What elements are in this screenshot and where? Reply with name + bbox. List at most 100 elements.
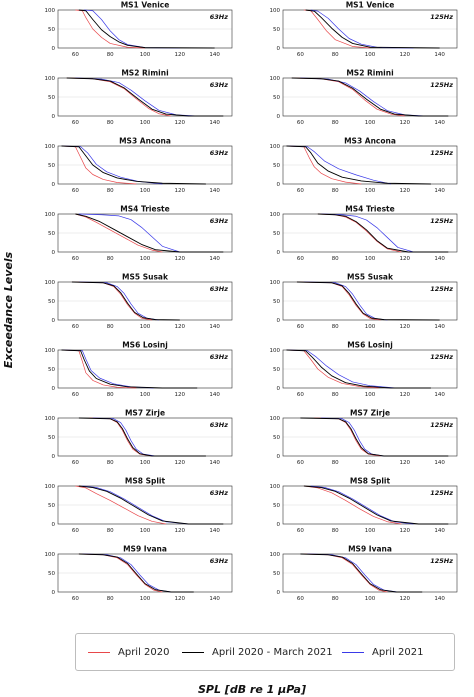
series-line-april-2021 xyxy=(303,281,388,321)
x-tick-label: 100 xyxy=(365,392,376,398)
series-line-april-2020 xyxy=(61,145,137,185)
y-tick-label: 0 xyxy=(52,590,56,596)
panel-title: MS6 Losinj xyxy=(347,341,393,350)
x-tick-label: 80 xyxy=(107,324,114,330)
frequency-label: 125Hz xyxy=(430,285,453,293)
x-tick-label: 100 xyxy=(365,52,376,58)
x-tick-label: 140 xyxy=(434,120,445,126)
frequency-label: 125Hz xyxy=(430,489,453,497)
y-tick-label: 0 xyxy=(277,46,281,52)
axes-frame xyxy=(282,417,458,457)
y-tick-label: 0 xyxy=(52,318,56,324)
x-tick-label: 140 xyxy=(434,596,445,602)
series-line-april-2020 xyxy=(75,9,146,49)
x-tick-label: 60 xyxy=(297,120,304,126)
panel-ms1-venice-125hz: MS1 Venice 125Hz 0 50 100 60 80 100 120 140 xyxy=(270,1,458,58)
x-tick-label: 100 xyxy=(140,528,151,534)
x-tick-label: 60 xyxy=(72,256,79,262)
axes-frame xyxy=(57,145,233,185)
series-line-april-2020 xyxy=(286,145,362,185)
y-tick-label: 0 xyxy=(277,386,281,392)
y-tick-label: 100 xyxy=(45,484,56,490)
y-tick-label: 100 xyxy=(270,484,281,490)
x-tick-label: 80 xyxy=(107,596,114,602)
series-line-april-2020-march-2021 xyxy=(300,553,423,593)
frequency-label: 125Hz xyxy=(430,81,453,89)
series-line-april-2020-march-2021 xyxy=(61,145,206,185)
series-line-april-2020 xyxy=(61,349,137,389)
panel-ms5-susak-63hz: MS5 Susak 63Hz 0 50 100 60 80 100 120 140 xyxy=(45,273,233,330)
x-tick-label: 140 xyxy=(209,460,220,466)
y-tick-label: 0 xyxy=(52,114,56,120)
x-tick-label: 120 xyxy=(175,52,186,58)
y-tick-label: 50 xyxy=(273,163,280,169)
x-tick-label: 80 xyxy=(107,52,114,58)
frequency-label: 63Hz xyxy=(210,81,228,89)
x-tick-label: 100 xyxy=(140,256,151,262)
y-tick-label: 100 xyxy=(45,416,56,422)
x-tick-label: 120 xyxy=(400,188,411,194)
panel-title: MS2 Rimini xyxy=(346,69,393,78)
series-line-april-2020-march-2021 xyxy=(61,349,198,389)
legend-label-april-2020-march-2021: April 2020 - March 2021 xyxy=(212,646,333,658)
series-line-april-2021 xyxy=(92,417,156,457)
axes-frame xyxy=(57,349,233,389)
x-tick-label: 80 xyxy=(107,528,114,534)
x-tick-label: 100 xyxy=(365,324,376,330)
axes-frame xyxy=(57,281,233,321)
y-tick-label: 50 xyxy=(273,367,280,373)
series-line-april-2020-march-2021 xyxy=(305,9,440,49)
x-tick-label: 80 xyxy=(332,188,339,194)
y-tick-label: 100 xyxy=(270,8,281,14)
y-tick-label: 100 xyxy=(45,144,56,150)
x-tick-label: 60 xyxy=(72,52,79,58)
axes-frame xyxy=(282,145,458,185)
y-tick-label: 100 xyxy=(270,212,281,218)
series-line-april-2020-march-2021 xyxy=(286,349,431,389)
x-tick-label: 80 xyxy=(332,256,339,262)
panel-ms5-susak-125hz: MS5 Susak 125Hz 0 50 100 60 80 100 120 140 xyxy=(270,273,458,330)
x-tick-label: 120 xyxy=(400,120,411,126)
y-tick-label: 50 xyxy=(48,571,55,577)
series-line-april-2020 xyxy=(75,213,163,253)
x-tick-label: 60 xyxy=(72,188,79,194)
series-line-april-2020-march-2021 xyxy=(291,77,449,117)
y-tick-label: 50 xyxy=(48,27,55,33)
y-tick-label: 0 xyxy=(277,318,281,324)
series-line-april-2021 xyxy=(78,281,159,321)
x-tick-label: 80 xyxy=(332,596,339,602)
axes-frame xyxy=(282,213,458,253)
y-tick-label: 50 xyxy=(273,435,280,441)
y-tick-label: 50 xyxy=(273,95,280,101)
panel-title: MS9 Ivana xyxy=(123,545,167,554)
y-tick-label: 100 xyxy=(45,76,56,82)
series-line-april-2020-march-2021 xyxy=(78,417,206,457)
series-line-april-2020 xyxy=(303,485,402,525)
series-line-april-2021 xyxy=(286,349,397,389)
legend-swatch-april-2020 xyxy=(88,651,110,653)
legend-item-april-2021: April 2021 xyxy=(342,644,423,660)
x-tick-label: 60 xyxy=(72,460,79,466)
x-tick-label: 120 xyxy=(175,324,186,330)
x-tick-label: 80 xyxy=(332,392,339,398)
x-tick-label: 140 xyxy=(434,52,445,58)
x-tick-label: 120 xyxy=(175,188,186,194)
y-tick-label: 0 xyxy=(277,454,281,460)
y-tick-label: 100 xyxy=(45,348,56,354)
y-tick-label: 100 xyxy=(45,8,56,14)
x-tick-label: 140 xyxy=(434,460,445,466)
panel-title: MS7 Zirje xyxy=(350,409,390,418)
panel-title: MS5 Susak xyxy=(122,273,169,282)
series-line-april-2020-march-2021 xyxy=(75,213,224,253)
legend-label-april-2021: April 2021 xyxy=(372,646,424,658)
y-tick-label: 0 xyxy=(277,590,281,596)
panel-title: MS7 Zirje xyxy=(125,409,165,418)
panel-ms1-venice-63hz: MS1 Venice 63Hz 0 50 100 60 80 100 120 140 xyxy=(45,1,233,58)
panel-ms9-ivana-125hz: MS9 Ivana 125Hz 0 50 100 60 80 100 120 140 xyxy=(270,545,458,602)
axes-frame xyxy=(282,485,458,525)
y-tick-label: 100 xyxy=(270,280,281,286)
frequency-label: 125Hz xyxy=(430,421,453,429)
y-tick-label: 0 xyxy=(52,454,56,460)
x-tick-label: 140 xyxy=(434,324,445,330)
